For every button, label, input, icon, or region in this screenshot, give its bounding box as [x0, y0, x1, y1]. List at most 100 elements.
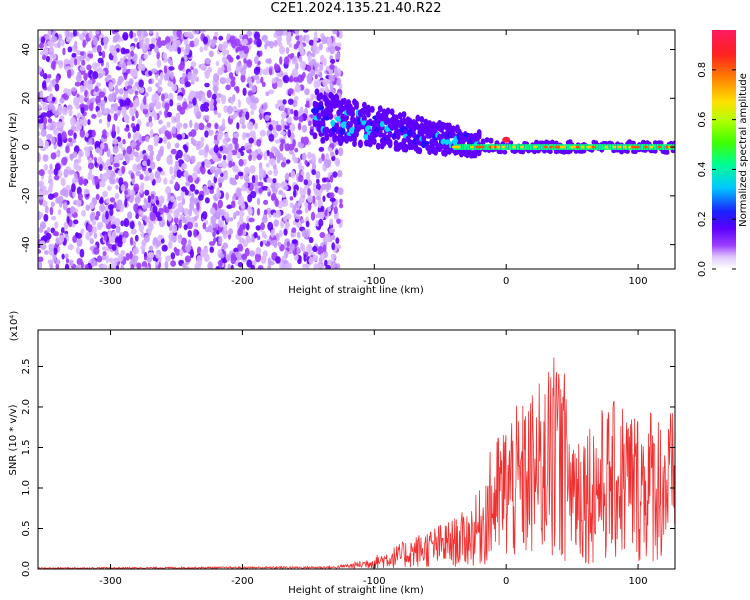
noise-cell	[297, 74, 304, 83]
noise-cell	[124, 127, 130, 132]
noise-cell	[133, 37, 139, 43]
noise-cell	[336, 42, 342, 47]
echo-core	[537, 144, 541, 150]
noise-cell	[135, 170, 141, 177]
noise-cell	[330, 253, 336, 261]
noise-cell	[299, 60, 307, 70]
echo-cell	[379, 121, 385, 128]
snr-panel: -300 -200 -100 0 100 0.0 0.5 1.0 1.5 2.0 2.5 Heigh…	[8, 311, 676, 596]
noise-cell	[130, 172, 135, 179]
noise-cell	[271, 195, 277, 201]
noise-cell	[118, 141, 123, 149]
noise-cell	[269, 40, 274, 49]
echo-peak	[630, 145, 635, 149]
noise-cell	[141, 215, 148, 221]
noise-cell	[232, 93, 236, 102]
echo-peak	[657, 145, 661, 149]
noise-cell	[49, 180, 54, 189]
noise-cell	[71, 87, 77, 92]
noise-cell	[158, 195, 165, 205]
noise-cell	[177, 234, 182, 244]
noise-cell	[193, 37, 200, 47]
noise-cell	[132, 32, 137, 38]
noise-cell	[263, 199, 269, 205]
noise-cell	[93, 247, 100, 255]
noise-cell	[87, 162, 95, 170]
echo-cell	[409, 143, 415, 151]
echo-peak	[549, 145, 553, 149]
echo-peak	[636, 145, 640, 149]
snr-axes: -300 -200 -100 0 100 0.0 0.5 1.0 1.5 2.0 2.5	[21, 330, 675, 587]
noise-cell	[176, 195, 182, 201]
noise-cell	[274, 103, 280, 109]
echo-cell	[640, 139, 646, 145]
noise-cell	[254, 174, 259, 183]
noise-cell	[39, 71, 44, 76]
noise-cell	[71, 138, 77, 144]
noise-cell	[230, 255, 236, 265]
noise-cell	[260, 255, 267, 264]
echo-cell	[385, 107, 391, 115]
snr-ytick-label: 1.0	[21, 480, 32, 496]
noise-cell	[51, 35, 58, 43]
noise-cell	[63, 221, 69, 230]
echo-cell	[316, 112, 322, 120]
noise-cell	[144, 189, 150, 196]
noise-cell	[115, 265, 120, 269]
noise-cell	[160, 238, 165, 244]
noise-cell	[251, 174, 256, 184]
noise-cell	[187, 175, 194, 183]
noise-cell	[338, 83, 343, 90]
noise-cell	[114, 251, 120, 256]
echo-cell	[415, 114, 421, 122]
noise-cell	[288, 43, 293, 48]
noise-cell	[248, 154, 252, 162]
noise-cell	[126, 145, 133, 155]
noise-cell	[298, 161, 302, 171]
noise-cell	[83, 188, 90, 195]
noise-cell	[313, 39, 317, 49]
noise-cell	[255, 225, 261, 231]
noise-cell	[310, 70, 316, 77]
noise-cell	[134, 97, 139, 106]
noise-cell	[206, 89, 212, 99]
noise-cell	[241, 253, 247, 260]
noise-cell	[202, 222, 207, 230]
noise-cell	[338, 203, 344, 209]
noise-cell	[337, 169, 343, 178]
noise-cell	[201, 211, 208, 220]
noise-cell	[39, 90, 44, 99]
noise-cell	[151, 94, 156, 103]
noise-cell	[294, 147, 299, 153]
noise-cell	[300, 136, 305, 144]
noise-cell	[89, 238, 94, 245]
noise-cell	[296, 246, 300, 256]
noise-cell	[54, 221, 59, 229]
noise-cell	[97, 73, 103, 79]
noise-cell	[268, 67, 273, 76]
noise-cell	[299, 42, 304, 52]
noise-cell	[79, 128, 86, 138]
noise-cell	[183, 32, 189, 38]
noise-cell	[130, 50, 135, 57]
noise-cell	[64, 233, 68, 239]
noise-cell	[64, 263, 69, 269]
spectrogram-xtick-label: -200	[231, 276, 254, 287]
echo-peak	[470, 145, 474, 149]
noise-cell	[83, 79, 88, 88]
noise-cell	[49, 125, 54, 131]
noise-cell	[99, 180, 106, 188]
noise-cell	[163, 177, 168, 185]
noise-cell	[289, 75, 293, 82]
echo-cell	[502, 149, 508, 155]
noise-cell	[176, 95, 183, 101]
noise-cell	[329, 218, 334, 226]
noise-cell	[49, 163, 53, 171]
noise-cell	[127, 211, 133, 220]
noise-cell	[80, 228, 85, 236]
noise-cell	[308, 39, 315, 46]
noise-cell	[230, 180, 238, 186]
noise-cell	[305, 171, 311, 181]
noise-cell	[218, 219, 225, 228]
